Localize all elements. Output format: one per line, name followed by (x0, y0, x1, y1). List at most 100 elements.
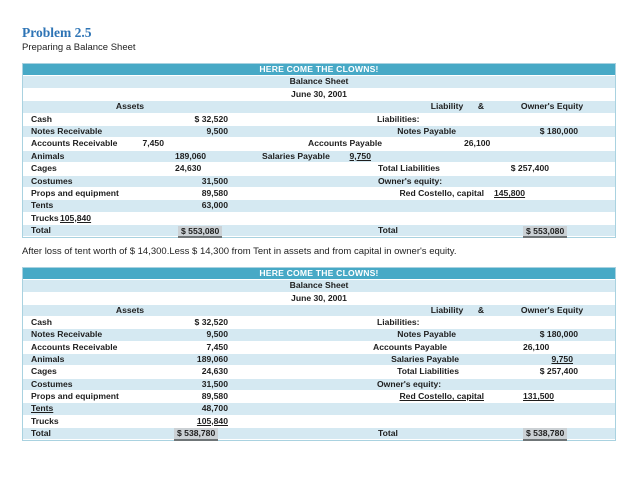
table-row: Notes Receivable 9,500 Notes Payable $ 180,… (23, 329, 615, 342)
table-cell: Tents (31, 403, 54, 414)
table-cell: Total (378, 427, 398, 438)
liability-header: Liability (430, 304, 464, 315)
table-cell: Red Costello, capital (399, 390, 484, 401)
table-row: Cash $ 32,520 Liabilities: (23, 317, 615, 330)
table-cell: Salaries Payable (262, 150, 330, 161)
column-header-row: Assets Liability & Owner's Equity (23, 304, 615, 318)
table-cell: $ 180,000 (539, 125, 578, 136)
table-cell: 26,100 (464, 138, 491, 149)
table-cell: Costumes (31, 175, 73, 186)
table-cell: $ 538,780 (523, 428, 568, 441)
column-header-row: Assets Liability & Owner's Equity (23, 101, 615, 114)
table-title-row: HERE COME THE CLOWNS! (23, 64, 615, 77)
table-row: Costumes 31,500 Owner's equity: (23, 175, 615, 188)
table-cell: $ 32,520 (194, 317, 228, 328)
table-cell: 26,100 (523, 341, 550, 352)
table-cell: Notes Payable (397, 125, 456, 136)
table-row: Trucks 105,840 (23, 415, 615, 428)
table-subtitle-row: Balance Sheet (23, 280, 615, 293)
table-cell: 89,580 (201, 187, 228, 198)
table-cell: 105,840 (60, 212, 92, 223)
table-cell: Accounts Receivable (31, 341, 118, 352)
table-cell: 145,800 (494, 187, 526, 198)
table-row: Cages 24,630 Total Liabilities $ 257,400 (23, 366, 615, 379)
table-cell: 189,060 (175, 150, 207, 161)
table-cell: Notes Payable (397, 329, 456, 340)
table-cell: Trucks (31, 212, 59, 223)
table-row: Animals 189,060 Salaries Payable 9,750 (23, 354, 615, 367)
table-cell: Notes Receivable (31, 329, 103, 340)
table-subtitle: Balance Sheet (289, 280, 349, 291)
table-cell: Costumes (31, 378, 73, 389)
table-cell: Salaries Payable (391, 354, 459, 365)
table-cell: 31,500 (201, 378, 228, 389)
table-row: Props and equipment 89,580 Red Costello, c… (23, 390, 615, 404)
table-cell: Accounts Payable (373, 341, 448, 352)
table-cell: $ 180,000 (539, 329, 578, 340)
table-cell: Props and equipment (31, 390, 119, 401)
table-row: Accounts Receivable 7,450 Accounts Payable… (23, 138, 615, 151)
table-row: Total $ 553,080 Total $ 553,080 (23, 225, 615, 239)
table-cell: $ 553,080 (178, 225, 223, 239)
table-cell: Total (378, 225, 398, 236)
table-row: Cages 24,630 Total Liabilities $ 257,400 (23, 163, 615, 176)
table-cell: 131,500 (523, 390, 555, 401)
table-cell: $ 538,780 (174, 428, 219, 441)
table-row: Props and equipment 89,580 Red Costello, c… (23, 187, 615, 201)
table-row: Costumes 31,500 Owner's equity: (23, 378, 615, 391)
table-row: Accounts Receivable 7,450 Accounts Payable… (23, 341, 615, 355)
table-cell: Cash (31, 113, 53, 124)
table-cell: Animals (31, 150, 65, 161)
table-date: June 30, 2001 (291, 292, 347, 303)
table-cell: 7,450 (206, 341, 228, 352)
table-title: HERE COME THE CLOWNS! (259, 268, 379, 278)
table-cell: 7,450 (142, 138, 164, 149)
table-title: HERE COME THE CLOWNS! (259, 64, 379, 74)
table-cell: Total (31, 225, 51, 236)
table-cell: 9,750 (349, 150, 371, 161)
table-cell: Notes Receivable (31, 125, 103, 136)
table-row: Tents 63,000 (23, 200, 615, 213)
table-row: Cash $ 32,520 Liabilities: (23, 113, 615, 126)
table-cell: 24,630 (175, 163, 202, 174)
table-cell: 9,500 (206, 125, 228, 136)
assets-header: Assets (115, 101, 145, 112)
table-cell: 89,580 (201, 390, 228, 401)
table-cell: Owner's equity: (378, 175, 443, 186)
table-subtitle: Balance Sheet (289, 76, 349, 87)
liability-header: Liability (430, 101, 464, 112)
table-cell: Total (31, 427, 51, 438)
table-title-row: HERE COME THE CLOWNS! (23, 268, 615, 281)
table-cell: Owner's equity: (377, 378, 442, 389)
table-cell: 63,000 (201, 200, 228, 211)
table-cell: Liabilities: (377, 317, 420, 328)
table-cell: Red Costello, capital (399, 187, 484, 198)
table-cell: 105,840 (196, 415, 228, 426)
assets-header: Assets (115, 304, 145, 315)
note-text: After loss of tent worth of $ 14,300.Les… (22, 246, 457, 257)
table-date-row: June 30, 2001 (23, 88, 615, 102)
table-cell: Animals (31, 354, 65, 365)
table-row: Animals 189,060 Salaries Payable 9,750 (23, 150, 615, 164)
table-cell: Cash (31, 317, 53, 328)
table-body: Cash $ 32,520 Liabilities: Notes Receivable… (23, 317, 615, 441)
table-cell: Props and equipment (31, 187, 119, 198)
table-cell: 31,500 (201, 175, 228, 186)
table-cell: 48,700 (201, 403, 228, 414)
owners-equity-header: Owner's Equity (520, 304, 584, 315)
table-body: Cash $ 32,520 Liabilities: Notes Receivable… (23, 113, 615, 239)
table-cell: 9,500 (206, 329, 228, 340)
table-cell: $ 257,400 (510, 163, 549, 174)
table-cell: $ 553,080 (523, 225, 568, 239)
balance-sheet-table-before: HERE COME THE CLOWNS! Balance Sheet June… (22, 63, 616, 239)
table-cell: Accounts Receivable (31, 138, 118, 149)
table-cell: Cages (31, 163, 57, 174)
table-cell: 189,060 (196, 354, 228, 365)
table-cell: Trucks (31, 415, 59, 426)
table-cell: Cages (31, 366, 57, 377)
table-cell: $ 257,400 (539, 366, 578, 377)
table-cell: $ 32,520 (194, 113, 228, 124)
table-cell: 24,630 (201, 366, 228, 377)
table-row: Tents 48,700 (23, 403, 615, 416)
